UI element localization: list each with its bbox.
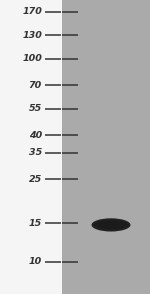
Text: 55: 55 — [29, 104, 42, 113]
Text: 15: 15 — [29, 219, 42, 228]
Ellipse shape — [98, 222, 124, 228]
Text: 35: 35 — [29, 148, 42, 157]
Text: 100: 100 — [22, 54, 42, 63]
Ellipse shape — [94, 220, 128, 230]
Bar — [62, 0, 150, 294]
Text: 25: 25 — [29, 175, 42, 184]
Text: 40: 40 — [29, 131, 42, 140]
Text: 130: 130 — [22, 31, 42, 40]
Text: 70: 70 — [29, 81, 42, 90]
Text: 10: 10 — [29, 257, 42, 266]
Ellipse shape — [92, 218, 130, 232]
Text: 170: 170 — [22, 7, 42, 16]
